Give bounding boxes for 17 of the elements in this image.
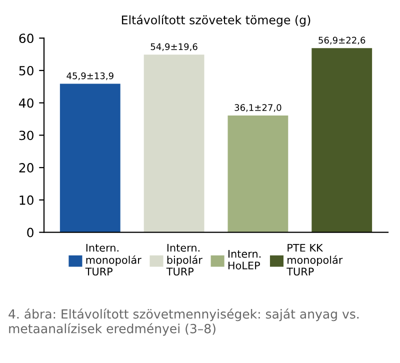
data-label: 45,9±13,9	[66, 72, 114, 80]
chart-title: Eltávolított szövetek tömege (g)	[122, 14, 310, 27]
y-tick-label: 10	[20, 195, 34, 205]
y-tick-label: 0	[27, 228, 34, 238]
data-label: 36,1±27,0	[234, 104, 282, 112]
y-tick-label: 40	[18, 98, 34, 108]
legend-label: Intern. monopolár TURP	[85, 244, 142, 276]
legend-label: PTE KK monopolár TURP	[286, 244, 343, 276]
y-tick-label: 60	[19, 34, 34, 44]
legend-label: Intern. HoLEP	[228, 250, 261, 270]
data-label: 54,9±19,6	[150, 43, 198, 52]
y-tick-label: 20	[19, 163, 34, 173]
y-tick-label: 30	[19, 130, 34, 140]
text: 4. ábra: Eltávolított szövetmennyiségek: saját anyag vs. metaanalízisek eredményei (3–8)	[8, 308, 359, 336]
data-label: 56,9±22,6	[318, 36, 366, 45]
legend-label: Intern. bipolár TURP	[166, 244, 202, 276]
y-tick-label: 50	[19, 66, 34, 76]
